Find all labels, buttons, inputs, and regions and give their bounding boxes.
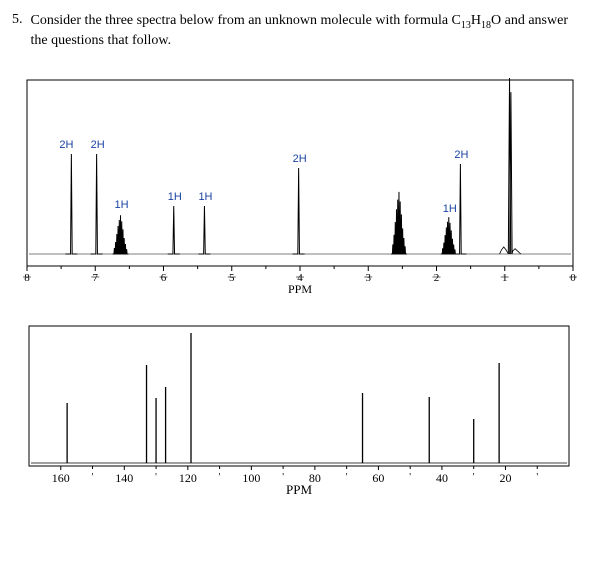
svg-text:2H: 2H — [454, 149, 468, 161]
qtext-b: H — [471, 13, 481, 28]
svg-text:20: 20 — [499, 471, 511, 485]
svg-text:1H: 1H — [443, 203, 457, 215]
svg-text:60: 60 — [372, 471, 384, 485]
svg-text:': ' — [219, 472, 221, 483]
svg-text:3: 3 — [366, 272, 372, 284]
svg-text:1H: 1H — [198, 191, 212, 203]
svg-text:140: 140 — [115, 471, 133, 485]
svg-text:1H: 1H — [168, 191, 182, 203]
svg-text:': ' — [346, 472, 348, 483]
h1-nmr-spectrum: 012345678PPM2H2H1H1H1H2H1H2H6H — [12, 65, 585, 297]
qsub-a: 13 — [461, 20, 471, 31]
svg-text:PPM: PPM — [286, 482, 312, 496]
qtext-a: Consider the three spectra below from an… — [31, 13, 461, 28]
svg-text:': ' — [409, 472, 411, 483]
svg-text:1H: 1H — [115, 199, 129, 211]
qsub-b: 18 — [481, 20, 491, 31]
svg-text:7: 7 — [93, 272, 99, 284]
svg-text:1: 1 — [502, 272, 508, 284]
svg-text:': ' — [282, 472, 284, 483]
svg-text:120: 120 — [179, 471, 197, 485]
svg-text:100: 100 — [242, 471, 260, 485]
svg-text:': ' — [536, 472, 538, 483]
svg-text:8: 8 — [24, 272, 30, 284]
svg-text:40: 40 — [436, 471, 448, 485]
svg-text:2H: 2H — [59, 139, 73, 151]
svg-text:2H: 2H — [293, 153, 307, 165]
svg-text:2H: 2H — [91, 139, 105, 151]
svg-text:0: 0 — [570, 272, 576, 284]
question-text: Consider the three spectra below from an… — [31, 12, 586, 51]
question-number: 5. — [12, 12, 23, 51]
svg-text:PPM: PPM — [288, 282, 312, 296]
svg-text:160: 160 — [52, 471, 70, 485]
c13-nmr-spectrum: 20406080100120140160''''''''PPM — [12, 315, 585, 497]
svg-text:5: 5 — [229, 272, 235, 284]
svg-text:': ' — [473, 472, 475, 483]
svg-text:6: 6 — [161, 272, 167, 284]
svg-text:': ' — [92, 472, 94, 483]
svg-text:': ' — [155, 472, 157, 483]
svg-text:2: 2 — [434, 272, 440, 284]
